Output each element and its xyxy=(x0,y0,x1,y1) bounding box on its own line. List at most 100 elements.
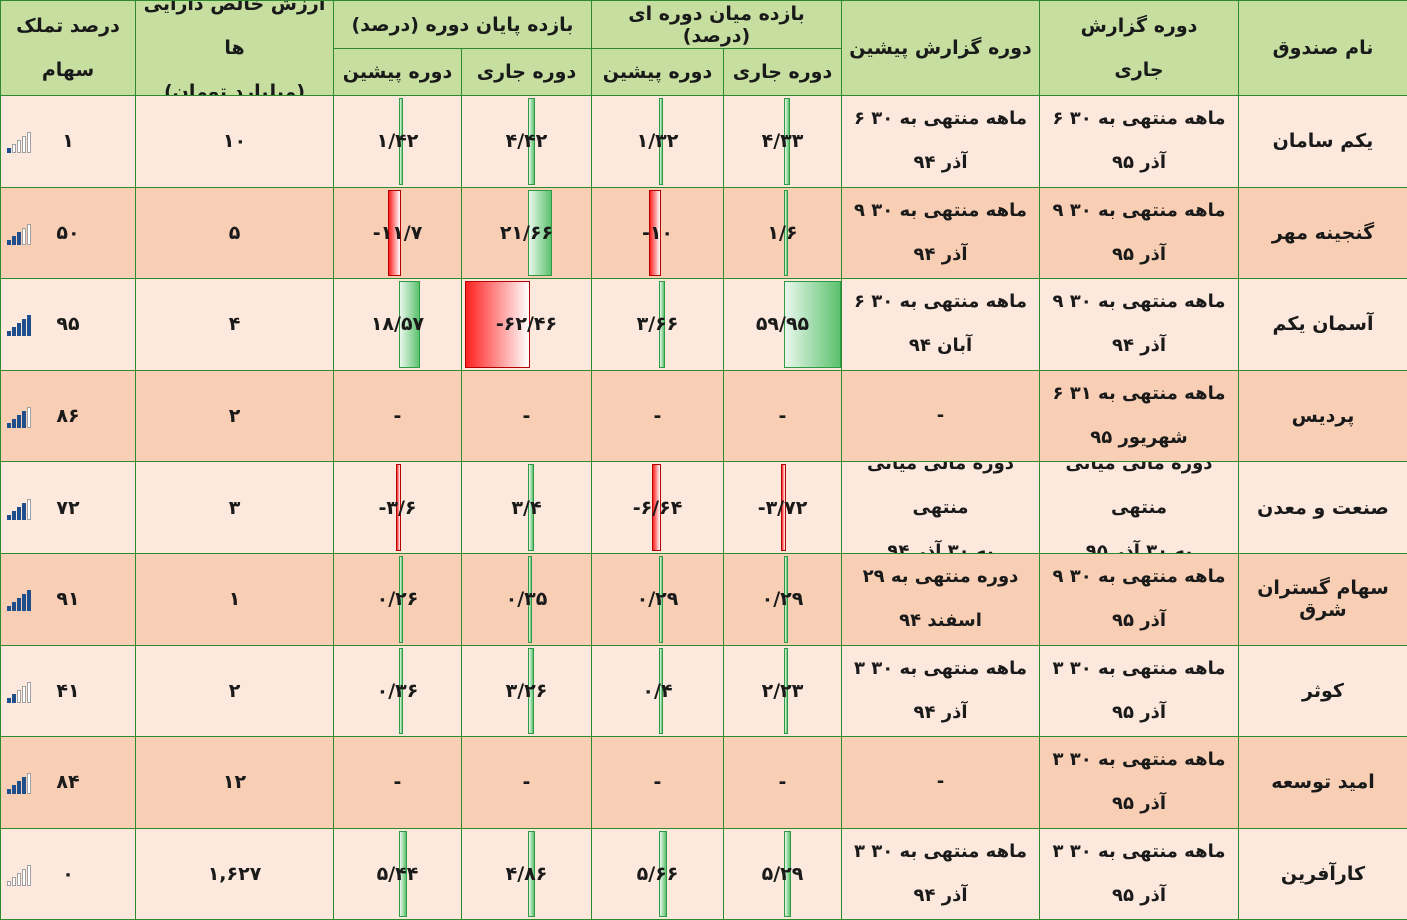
header-previous-period: دوره گزارش پیشین xyxy=(841,0,1040,96)
nav-cell: ۱۲ xyxy=(135,736,334,829)
fund-name-cell: آسمان یکم xyxy=(1238,278,1407,371)
signal-bars-icon xyxy=(7,312,31,337)
period-text: آذر ۹۵ xyxy=(1111,793,1167,815)
positive-data-bar xyxy=(528,464,534,551)
nav-value: ۱,۶۲۷ xyxy=(207,863,262,886)
signal-bars-icon xyxy=(7,129,31,154)
nav-cell: ۱ xyxy=(135,553,334,646)
return-value: - xyxy=(522,771,531,794)
fund-name-cell: پردیس xyxy=(1238,369,1407,463)
return-cell-mid-cur: ۰/۲۹ xyxy=(723,553,842,646)
ownership-value: ۹۵ xyxy=(56,313,80,336)
previous-period-cell: ۶ ماهه منتهی به ۳۰ آبان ۹۴ xyxy=(841,278,1040,371)
ownership-cell: ۷۲ xyxy=(0,461,136,554)
previous-period-cell: ۶ ماهه منتهی به ۳۰ آذر ۹۴ xyxy=(841,95,1040,188)
ownership-value: ۸۶ xyxy=(56,405,80,428)
negative-data-bar xyxy=(387,189,402,277)
return-value: ۰/۳۵ xyxy=(505,588,548,611)
return-value: ۱/۶ xyxy=(767,221,798,244)
period-text: ۹ ماهه منتهی به ۳۰ xyxy=(1052,291,1226,313)
header-end-return: بازده پایان دوره (درصد) xyxy=(333,0,592,49)
period-text: آذر ۹۴ xyxy=(1111,335,1167,357)
current-period-cell: ۶ ماهه منتهی به ۳۰ آذر ۹۵ xyxy=(1039,95,1239,188)
signal-bars-icon xyxy=(7,679,31,703)
current-period-cell: ۳ ماهه منتهی به ۳۰ آذر ۹۵ xyxy=(1039,827,1239,920)
positive-data-bar xyxy=(528,830,536,918)
return-value: -۱۱/۷ xyxy=(372,221,423,244)
header-ownership: درصد تملک سهام xyxy=(0,0,136,96)
positive-data-bar xyxy=(659,556,664,643)
return-cell-end-prev: ۰/۲۶ xyxy=(333,553,462,646)
fund-name-cell: کارآفرین xyxy=(1238,827,1407,920)
ownership-value: ۰ xyxy=(62,863,74,886)
header-fund-name: نام صندوق xyxy=(1238,0,1407,96)
return-value: - xyxy=(393,771,402,794)
ownership-value: ۱ xyxy=(62,130,74,153)
header-label: بازده میان دوره ای (درصد) xyxy=(628,2,805,47)
return-cell-mid-prev: -۶/۶۴ xyxy=(591,461,724,554)
return-value: ۳/۲۶ xyxy=(505,679,548,702)
header-label: درصد تملک xyxy=(16,15,120,37)
return-cell-end-cur: ۴/۴۲ xyxy=(461,95,592,188)
return-cell-mid-prev: ۰/۲۹ xyxy=(591,553,724,646)
return-value: - xyxy=(393,405,402,428)
previous-period-cell: ۳ ماهه منتهی به ۳۰ آذر ۹۴ xyxy=(841,644,1040,738)
fund-name: یکم سامان xyxy=(1272,130,1374,153)
header-end-previous: دوره پیشین xyxy=(333,48,462,96)
period-text: دوره مالی میانی منتهی xyxy=(866,461,1015,518)
positive-data-bar xyxy=(399,556,404,643)
return-value: ۵/۴۴ xyxy=(376,863,419,886)
return-value: - xyxy=(778,405,787,428)
return-cell-mid-cur: ۴/۳۳ xyxy=(723,95,842,188)
negative-data-bar xyxy=(465,281,531,368)
nav-cell: ۱۰ xyxy=(135,95,334,188)
nav-value: ۲ xyxy=(228,405,241,428)
return-cell-end-cur: ۳/۲۶ xyxy=(461,644,592,738)
header-label: ارزش خالص دارایی ها xyxy=(143,0,326,59)
ownership-value: ۸۴ xyxy=(56,771,80,794)
header-label: دوره گزارش پیشین xyxy=(849,37,1032,59)
return-cell-mid-prev: - xyxy=(591,736,724,829)
period-text: آبان ۹۴ xyxy=(908,335,973,357)
return-cell-end-cur: - xyxy=(461,736,592,829)
positive-data-bar xyxy=(659,281,666,368)
negative-data-bar xyxy=(780,464,787,551)
positive-data-bar xyxy=(784,647,789,735)
positive-data-bar xyxy=(659,830,668,918)
period-text: - xyxy=(936,771,945,793)
signal-bars-icon xyxy=(7,862,31,887)
fund-name-cell: یکم سامان xyxy=(1238,95,1407,188)
nav-cell: ۲ xyxy=(135,369,334,463)
return-cell-end-cur: -۶۲/۴۶ xyxy=(461,278,592,371)
ownership-value: ۴۱ xyxy=(56,679,80,702)
fund-name: کارآفرین xyxy=(1280,863,1366,886)
period-text: ۳ ماهه منتهی به ۳۰ xyxy=(1052,749,1226,771)
positive-data-bar xyxy=(528,556,533,643)
ownership-cell: ۰ xyxy=(0,827,136,920)
positive-data-bar xyxy=(399,98,404,185)
ownership-cell: ۸۶ xyxy=(0,369,136,463)
return-value: -۱۰ xyxy=(641,221,674,244)
header-interim-return: بازده میان دوره ای (درصد) xyxy=(591,0,842,49)
positive-data-bar xyxy=(784,98,791,185)
positive-data-bar xyxy=(399,647,404,735)
return-value: ۱۸/۵۷ xyxy=(370,313,425,336)
fund-name-cell: سهام گستران شرق xyxy=(1238,553,1407,646)
positive-data-bar xyxy=(784,281,841,368)
header-current-period: دوره گزارش جاری xyxy=(1039,0,1239,96)
current-period-cell: ۳ ماهه منتهی به ۳۰ آذر ۹۵ xyxy=(1039,644,1239,738)
header-label: دوره جاری xyxy=(732,61,833,83)
current-period-cell: ۳ ماهه منتهی به ۳۰ آذر ۹۵ xyxy=(1039,736,1239,829)
header-end-current: دوره جاری xyxy=(461,48,592,96)
period-text: ۹ ماهه منتهی به ۳۰ xyxy=(1052,199,1226,221)
current-period-cell: ۹ ماهه منتهی به ۳۰ آذر ۹۵ xyxy=(1039,553,1239,646)
period-text: آذر ۹۴ xyxy=(913,701,968,723)
negative-data-bar xyxy=(395,464,402,551)
signal-bars-icon xyxy=(7,404,31,429)
return-value: -۳/۷۲ xyxy=(757,496,808,519)
header-label: (میلیارد تومان) xyxy=(163,81,305,96)
signal-bars-icon xyxy=(7,221,31,245)
period-text: آذر ۹۵ xyxy=(1111,701,1167,723)
nav-cell: ۳ xyxy=(135,461,334,554)
nav-cell: ۴ xyxy=(135,278,334,371)
